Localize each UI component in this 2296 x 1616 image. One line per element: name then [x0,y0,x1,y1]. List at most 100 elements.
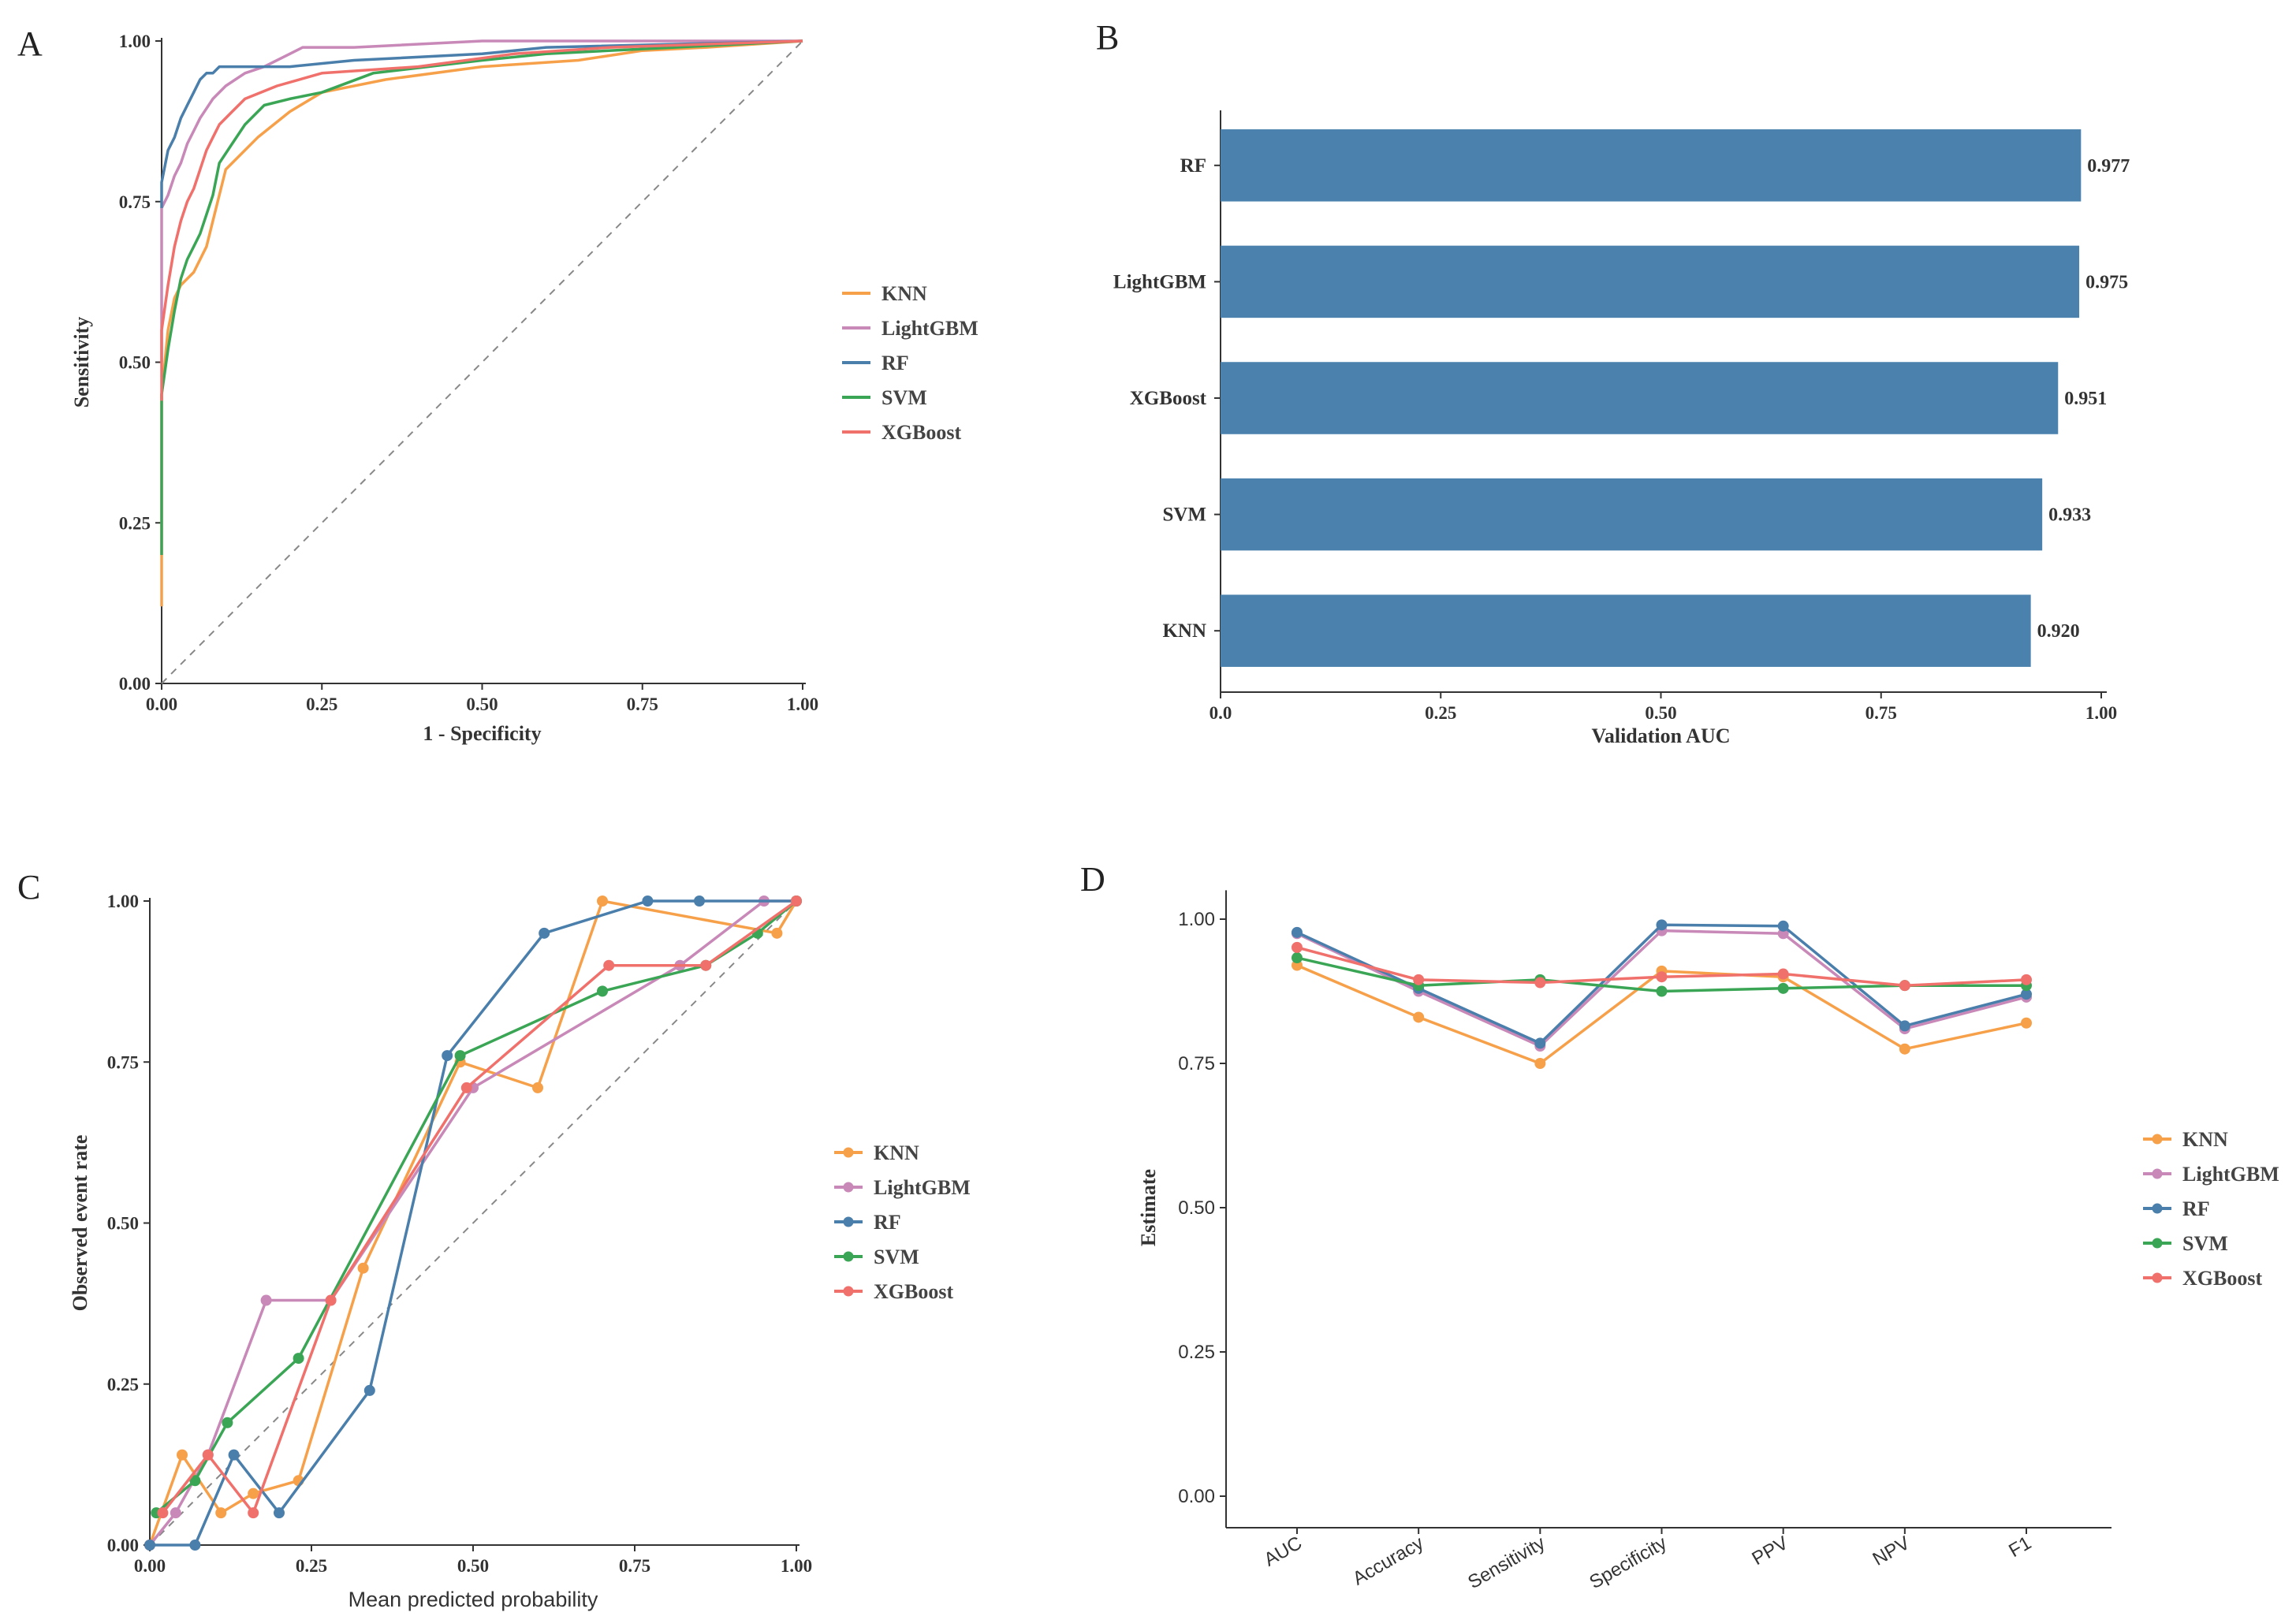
roc-diagonal-reference-line [161,40,803,684]
roc-legend-label-lightgbm: LightGBM [882,317,978,340]
roc-series-line-rf [160,39,803,208]
metrics-point-xgboost [1292,941,1303,953]
calib-point-svm [293,1353,304,1365]
calib-point-xgboost [460,1082,472,1093]
panel-label-c: C [17,868,40,907]
calib-point-rf [363,1384,375,1396]
metrics-y-tick-label: 0.00 [1178,1486,1215,1507]
metrics-point-knn [1534,1058,1546,1069]
calib-y-tick-label: 0.00 [107,1536,139,1555]
calib-point-xgboost [248,1507,259,1519]
calib-x-axis-title: Mean predicted probability [348,1588,598,1611]
calib-series-line-svm [155,899,798,1514]
calib-point-knn [771,927,783,939]
calib-x-tick-label: 0.25 [296,1556,327,1576]
metrics-point-rf [2021,989,2032,1000]
calib-point-xgboost [325,1294,337,1306]
roc-series-line-knn [160,39,803,607]
roc-series-line-lightgbm [160,39,803,363]
metrics-legend-label-xgboost: XGBoost [2182,1267,2262,1290]
bar-x-tick-label: 0.25 [1425,703,1456,723]
roc-x-tick-label: 0.00 [146,694,177,714]
roc-x-tick-label: 0.75 [627,694,658,714]
metrics-legend-marker-xgboost [2152,1272,2163,1283]
calib-legend-marker-xgboost [843,1286,854,1297]
calib-point-knn [597,896,608,907]
calib-x-tick-label: 0.75 [619,1556,650,1576]
bar-lightgbm [1221,245,2080,318]
bar-x-axis-title: Validation AUC [1591,724,1730,747]
bar-category-label-lightgbm: LightGBM [1113,271,1206,292]
metrics-point-knn [2021,1017,2032,1029]
bar-xgboost [1221,362,2059,434]
validation-auc-bar-chart: 0.0 0.25 0.50 0.75 1.00 Validation AUC RF 0.977… [1113,110,2130,747]
metrics-point-xgboost [1534,977,1546,989]
metrics-x-tick-label-specificity: Specificity [1586,1532,1670,1593]
calib-point-rf [642,896,654,907]
roc-x-tick-label: 1.00 [787,694,818,714]
calib-point-lightgbm [170,1507,181,1519]
metrics-legend-label-svm: SVM [2182,1232,2228,1255]
metrics-point-xgboost [1777,968,1789,980]
bar-category-label-knn: KNN [1162,620,1206,642]
roc-legend-label-svm: SVM [882,386,927,409]
calib-y-tick-label: 0.25 [107,1375,139,1394]
bar-value-label-lightgbm: 0.975 [2085,272,2128,292]
metrics-legend-marker-knn [2152,1134,2163,1145]
bar-category-label-rf: RF [1180,155,1206,177]
calibration-curve-chart: 0.00 0.25 0.50 0.75 1.00 0.00 0.25 0.50 0.75 1.00… [69,892,971,1611]
metrics-point-knn [1413,1011,1425,1023]
metrics-legend-label-rf: RF [2182,1197,2210,1220]
metrics-x-tick-label-npv: NPV [1869,1532,1914,1570]
calib-x-tick-label: 0.00 [134,1556,166,1576]
bar-rf [1221,129,2082,202]
bar-svm [1221,478,2043,551]
calib-y-axis-title: Observed event rate [69,1135,91,1312]
calib-y-tick-label: 1.00 [107,892,139,911]
roc-y-tick-label: 1.00 [119,32,151,51]
calib-point-rf [228,1449,240,1461]
calib-point-knn [215,1507,227,1519]
bar-value-label-xgboost: 0.951 [2064,389,2107,409]
panel-label-d: D [1080,860,1105,899]
calib-y-tick-label: 0.50 [107,1214,139,1234]
metrics-x-tick-label-accuracy: Accuracy [1349,1532,1427,1590]
calib-point-knn [248,1488,259,1499]
calib-point-svm [189,1475,201,1487]
calib-point-knn [357,1262,369,1274]
roc-y-tick-label: 0.25 [119,513,151,533]
bar-x-tick-label: 0.0 [1210,703,1232,723]
calib-legend-label-rf: RF [874,1211,901,1234]
metrics-legend-marker-lightgbm [2152,1168,2163,1179]
metrics-x-tick-label-f1: F1 [2005,1532,2035,1562]
roc-x-tick-label: 0.25 [306,694,337,714]
roc-y-tick-label: 0.75 [119,192,151,212]
calib-legend-label-svm: SVM [874,1246,919,1268]
roc-x-tick-label: 0.50 [466,694,498,714]
bar-category-label-svm: SVM [1162,505,1206,526]
calib-point-knn [532,1082,543,1093]
calib-legend-marker-lightgbm [843,1182,854,1193]
bar-value-label-rf: 0.977 [2087,156,2130,177]
calib-point-rf [694,896,705,907]
calib-point-rf [274,1507,285,1519]
roc-series-line-svm [160,39,803,555]
calib-point-rf [144,1540,155,1551]
roc-curve-chart: 0.00 0.25 0.50 0.75 1.00 0.00 0.25 0.50 0.75 1.00… [70,32,978,745]
bar-value-label-svm: 0.933 [2048,505,2091,526]
calib-y-tick-label: 0.75 [107,1052,139,1072]
metrics-point-rf [1777,920,1789,932]
metrics-y-tick-label: 0.50 [1178,1197,1215,1219]
calib-x-tick-label: 1.00 [781,1556,812,1576]
roc-y-tick-label: 0.00 [119,674,151,694]
calib-point-knn [177,1449,188,1461]
metrics-x-tick-label-auc: AUC [1261,1532,1306,1571]
bar-x-tick-label: 1.00 [2085,703,2117,723]
metrics-estimate-chart: 0.00 0.25 0.50 0.75 1.00 Estimate AUC Accuracy S… [1137,890,2279,1593]
calib-point-rf [442,1050,453,1062]
metrics-legend-label-knn: KNN [2182,1128,2228,1151]
metrics-x-tick-label-ppv: PPV [1749,1532,1792,1569]
metrics-point-rf [1292,926,1303,938]
calib-point-xgboost [791,896,802,907]
